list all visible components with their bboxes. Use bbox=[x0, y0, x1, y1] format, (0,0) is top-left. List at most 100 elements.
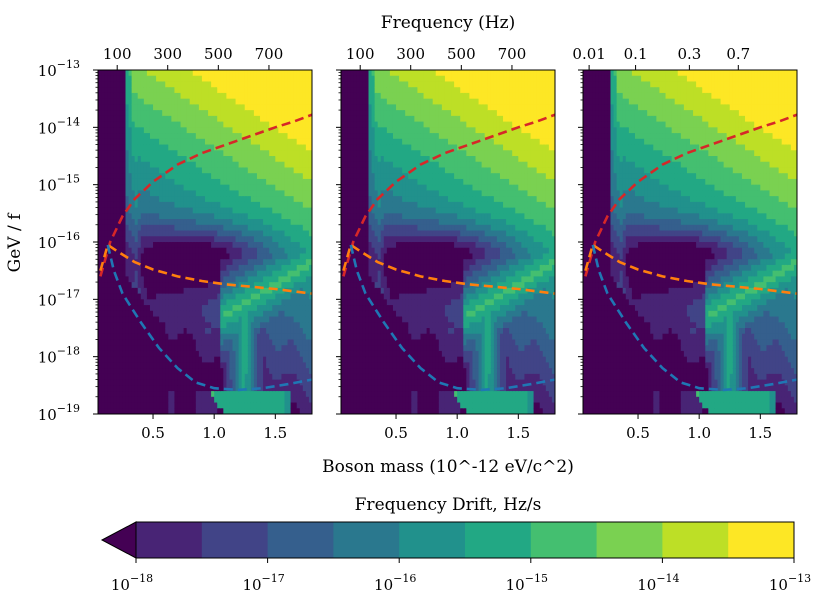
contour-cell bbox=[186, 75, 191, 83]
contour-cell bbox=[308, 190, 312, 197]
contour-cell bbox=[275, 305, 279, 312]
contour-cell bbox=[201, 276, 206, 283]
contour-cell bbox=[278, 253, 283, 260]
contour-cell bbox=[119, 293, 124, 300]
contour-cell bbox=[353, 196, 357, 203]
contour-cell bbox=[137, 133, 142, 140]
contour-cell bbox=[356, 144, 360, 151]
contour-cell bbox=[362, 127, 367, 134]
contour-cell bbox=[365, 150, 370, 157]
contour-cell bbox=[350, 219, 354, 226]
contour-cell bbox=[140, 310, 145, 318]
contour-cell bbox=[125, 247, 130, 255]
contour-cell bbox=[232, 173, 237, 180]
contour-cell bbox=[198, 104, 203, 111]
contour-cell bbox=[284, 402, 289, 409]
contour-cell bbox=[183, 173, 188, 180]
contour-cell bbox=[143, 207, 148, 214]
contour-cell bbox=[153, 92, 157, 100]
contour-cell bbox=[168, 339, 172, 346]
contour-cell bbox=[293, 305, 298, 312]
contour-cell bbox=[137, 201, 142, 209]
contour-cell bbox=[140, 264, 145, 272]
contour-cell bbox=[356, 178, 360, 186]
contour-cell bbox=[186, 293, 191, 300]
contour-cell bbox=[368, 310, 373, 318]
contour-cell bbox=[98, 167, 102, 174]
contour-cell bbox=[250, 264, 255, 272]
contour-cell bbox=[159, 133, 163, 140]
contour-cell bbox=[110, 253, 114, 260]
contour-cell bbox=[287, 328, 292, 335]
contour-cell bbox=[146, 379, 151, 386]
contour-cell bbox=[302, 92, 307, 100]
contour-cell bbox=[131, 81, 136, 88]
contour-cell bbox=[362, 81, 367, 88]
contour-cell bbox=[113, 316, 117, 323]
contour-cell bbox=[110, 396, 114, 404]
contour-cell bbox=[119, 201, 124, 209]
contour-cell bbox=[125, 391, 130, 398]
contour-cell bbox=[302, 276, 307, 283]
contour-cell bbox=[137, 184, 142, 191]
contour-cell bbox=[226, 184, 231, 191]
contour-cell bbox=[302, 156, 307, 163]
contour-cell bbox=[353, 385, 357, 392]
contour-cell bbox=[189, 138, 194, 146]
contour-cell bbox=[347, 293, 351, 300]
contour-cell bbox=[211, 362, 215, 369]
contour-cell bbox=[214, 293, 218, 300]
contour-cell bbox=[250, 70, 255, 77]
contour-cell bbox=[119, 236, 124, 243]
contour-cell bbox=[374, 121, 379, 128]
contour-cell bbox=[223, 92, 227, 100]
contour-cell bbox=[362, 270, 367, 277]
contour-cell bbox=[165, 133, 169, 140]
contour-cell bbox=[104, 368, 108, 375]
contour-cell bbox=[238, 368, 243, 375]
contour-cell bbox=[159, 75, 163, 83]
contour-cell bbox=[296, 282, 301, 289]
contour-cell bbox=[192, 75, 197, 83]
contour-cell bbox=[116, 184, 120, 191]
contour-cell bbox=[101, 173, 105, 180]
contour-cell bbox=[211, 356, 215, 363]
contour-cell bbox=[134, 81, 139, 88]
contour-cell bbox=[250, 408, 255, 414]
contour-cell bbox=[171, 115, 176, 123]
contour-cell bbox=[183, 408, 188, 414]
contour-cell bbox=[180, 201, 185, 209]
contour-cell bbox=[284, 138, 289, 146]
contour-cell bbox=[244, 87, 249, 94]
contour-cell bbox=[362, 70, 367, 77]
contour-cell bbox=[229, 236, 234, 243]
contour-cell bbox=[98, 368, 102, 375]
contour-cell bbox=[208, 87, 212, 94]
contour-cell bbox=[341, 110, 345, 117]
contour-cell bbox=[211, 161, 215, 169]
contour-cell bbox=[159, 264, 163, 272]
contour-cell bbox=[174, 333, 179, 341]
contour-cell bbox=[186, 379, 191, 386]
contour-cell bbox=[119, 70, 124, 77]
contour-cell bbox=[165, 345, 169, 352]
contour-cell bbox=[153, 293, 157, 300]
contour-cell bbox=[122, 339, 127, 346]
contour-cell bbox=[205, 396, 209, 404]
contour-cell bbox=[98, 339, 102, 346]
contour-cell bbox=[344, 350, 348, 358]
contour-cell bbox=[223, 316, 227, 323]
contour-cell bbox=[143, 408, 148, 414]
contour-cell bbox=[223, 396, 227, 404]
contour-cell bbox=[134, 224, 139, 232]
contour-cell bbox=[165, 213, 169, 220]
contour-cell bbox=[162, 242, 166, 249]
contour-cell bbox=[174, 161, 179, 169]
contour-cell bbox=[180, 379, 185, 386]
contour-cell bbox=[275, 270, 279, 277]
contour-cell bbox=[226, 150, 231, 157]
contour-cell bbox=[205, 224, 209, 232]
contour-cell bbox=[371, 299, 376, 306]
contour-cell bbox=[371, 75, 376, 83]
contour-cell bbox=[241, 75, 246, 83]
